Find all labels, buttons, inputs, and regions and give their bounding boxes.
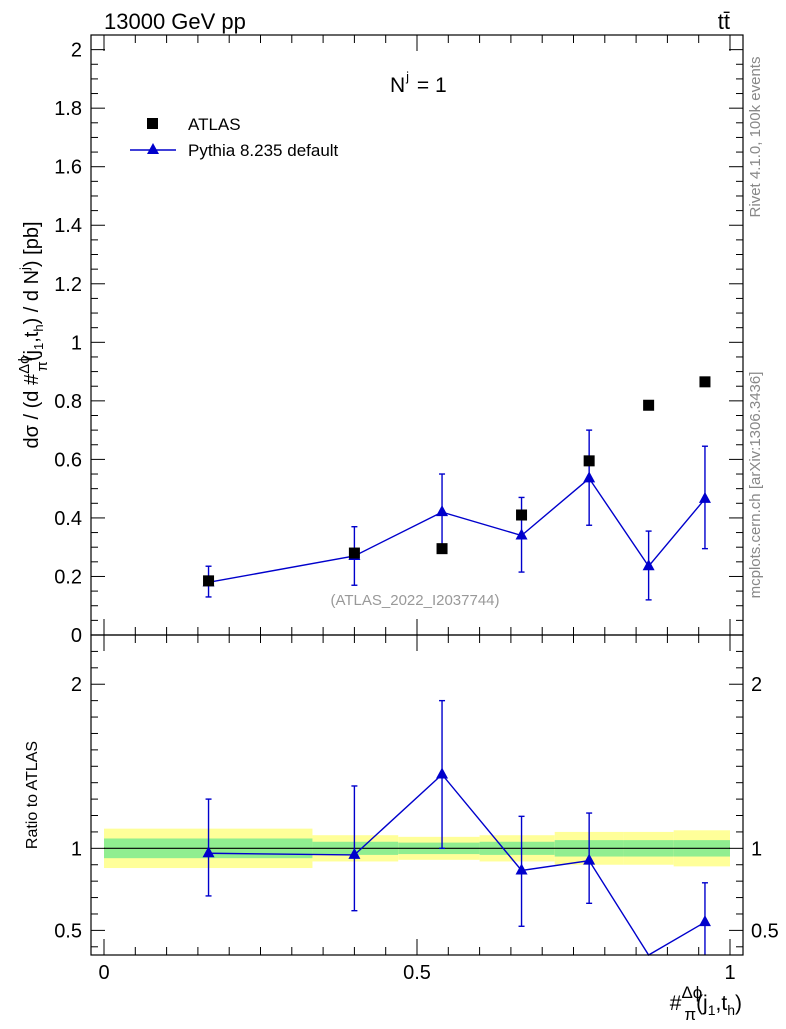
main-mc-point	[583, 471, 596, 483]
legend-pythia-marker	[147, 143, 159, 154]
main-data-point	[699, 376, 711, 388]
main-data-point	[348, 547, 360, 559]
main-ytick-label: 1.6	[54, 157, 82, 179]
ratio-mc-point	[515, 863, 528, 875]
energy-label: 13000 GeV pp	[104, 9, 246, 34]
main-axis-ticks	[91, 34, 743, 636]
ratio-mc-point	[348, 847, 361, 859]
ratio-ytick-label: 1	[71, 838, 82, 860]
main-data-point	[516, 509, 528, 521]
main-ytick-label: 1.2	[54, 274, 82, 296]
main-ytick-label: 1	[71, 332, 82, 354]
main-ytick-label: 0.6	[54, 449, 82, 471]
ratio-xtick-label: 0	[98, 962, 109, 984]
ratio-ytick-label-right: 1	[751, 838, 762, 860]
main-ytick-label: 0.8	[54, 391, 82, 413]
ratio-ytick-label: 2	[71, 674, 82, 696]
main-ytick-label: 0.4	[54, 508, 82, 530]
main-ytick-label: 0	[71, 625, 82, 647]
ratio-mc-point	[698, 915, 711, 927]
ratio-axis-ticks	[91, 635, 743, 955]
main-ytick-label: 2	[71, 40, 82, 62]
ratio-mc-point	[436, 767, 449, 779]
ratio-frame	[90, 634, 744, 956]
legend-atlas-label: ATLAS	[188, 115, 241, 134]
ratio-ytick-label-right: 2	[751, 674, 762, 696]
main-mc-point	[436, 505, 449, 517]
side-mcplots-label: mcplots.cern.ch [arXiv:1306.3436]	[747, 372, 764, 599]
main-mc-line	[208, 477, 706, 584]
main-watermark: (ATLAS_2022_I2037744)	[330, 592, 499, 609]
main-ytick-label: 0.2	[54, 566, 82, 588]
main-panel-label: Nj = 1	[390, 69, 447, 97]
main-data-point	[436, 543, 448, 555]
main-ytick-label: 1.8	[54, 98, 82, 120]
ratio-ylabel: Ratio to ATLAS	[24, 741, 41, 849]
main-mc-point	[515, 528, 528, 540]
main-panel: (ATLAS_2022_I2037744) 0 0.2 0.4 0.6 0.8 1 1.2 1…	[16, 34, 744, 647]
ratio-ytick-label-right: 0.5	[751, 920, 779, 942]
main-ylabel: dσ / (d #Δϕπ(j1,th) / d Nj) [pb]	[16, 221, 51, 448]
ratio-xlabel: #Δϕ π(j1,th)	[670, 983, 742, 1024]
main-ytick-label: 1.4	[54, 215, 82, 237]
ratio-mc-point	[583, 853, 596, 865]
side-rivet-label: Rivet 4.1.0, 100k events	[747, 57, 764, 218]
ratio-ytick-label: 0.5	[54, 920, 82, 942]
main-mc-point	[642, 559, 655, 571]
svg-text:dσ / (d #Δϕπ(j1,th) / d Nj) [p: dσ / (d #Δϕπ(j1,th) / d Nj) [pb]	[16, 221, 51, 448]
legend-pythia-label: Pythia 8.235 default	[188, 141, 339, 160]
legend-atlas-marker	[147, 118, 158, 129]
process-label: tt̄	[718, 9, 730, 34]
main-mc-point	[698, 491, 711, 503]
ratio-panel: 0.5 1 2 0.5 1 2 0 0.5 1 Ratio to ATLAS #Δϕ π(j1…	[24, 634, 779, 1024]
main-data-point	[203, 575, 215, 587]
main-data-point	[583, 455, 595, 467]
main-data-point	[643, 399, 655, 411]
ratio-xtick-label: 0.5	[403, 962, 431, 984]
ratio-xtick-label: 1	[724, 962, 735, 984]
ratio-mc-point	[202, 846, 215, 858]
legend: ATLAS Pythia 8.235 default	[130, 115, 339, 160]
